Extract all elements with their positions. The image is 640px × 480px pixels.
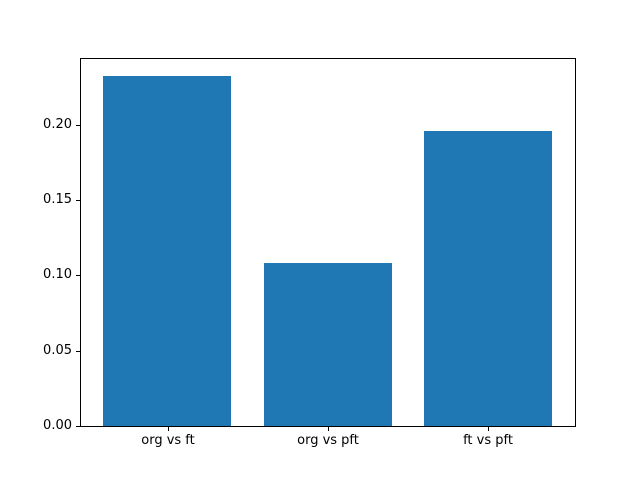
y-tick-label-0.20: 0.20	[43, 117, 72, 132]
y-tick	[76, 275, 80, 276]
y-tick-label-0.10: 0.10	[43, 267, 72, 282]
x-tick	[488, 427, 489, 431]
y-tick-label-0.15: 0.15	[43, 192, 72, 207]
x-tick	[328, 427, 329, 431]
y-tick	[76, 351, 80, 352]
x-tick	[168, 427, 169, 431]
bar-org-vs-ft	[103, 76, 231, 426]
x-tick-label-ft-vs-pft: ft vs pft	[463, 433, 513, 448]
y-tick	[76, 200, 80, 201]
x-tick-label-org-vs-pft: org vs pft	[297, 433, 359, 448]
bar-ft-vs-pft	[424, 131, 552, 426]
bar-org-vs-pft	[264, 263, 392, 426]
y-tick-label-0.00: 0.00	[43, 418, 72, 433]
y-tick-label-0.05: 0.05	[43, 343, 72, 358]
y-tick	[76, 426, 80, 427]
plot-area	[80, 58, 576, 427]
y-tick	[76, 125, 80, 126]
x-tick-label-org-vs-ft: org vs ft	[141, 433, 195, 448]
